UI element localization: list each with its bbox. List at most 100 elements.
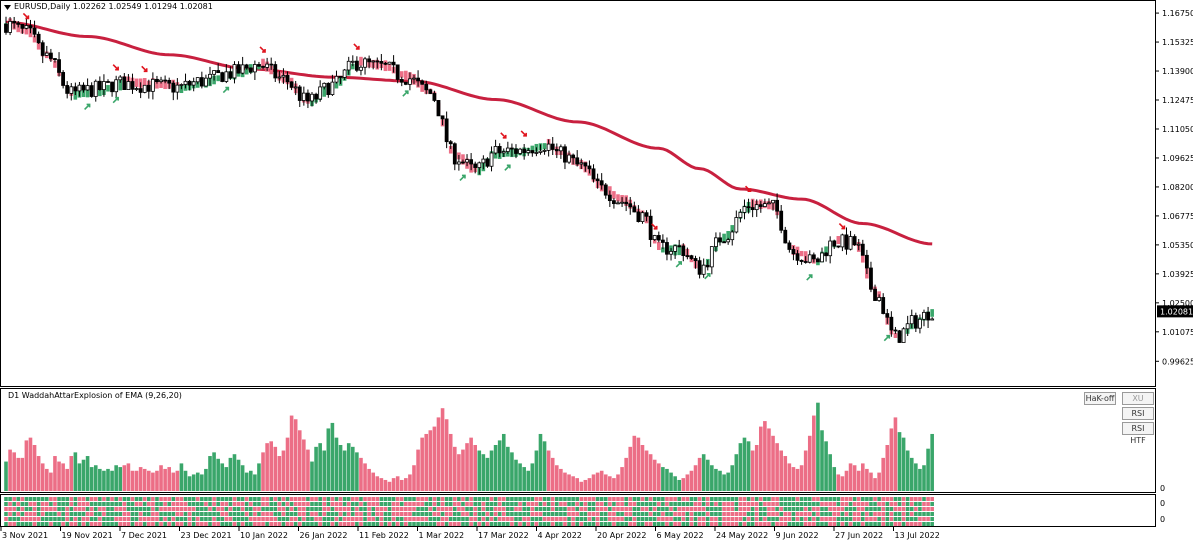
- histogram-bar: [579, 481, 584, 491]
- candle-body: [322, 82, 327, 88]
- heatmap-cell: [224, 517, 229, 521]
- heatmap-cell: [812, 502, 816, 506]
- heatmap-cell: [909, 497, 914, 501]
- heatmap-cell: [648, 497, 653, 501]
- heatmap-cell: [257, 522, 261, 526]
- heatmap-cell: [118, 502, 123, 506]
- heatmap-cell: [608, 512, 612, 516]
- heatmap-cell: [416, 502, 420, 506]
- heatmap-cell: [775, 497, 779, 501]
- heatmap-cell: [195, 512, 200, 516]
- heatmap-cell: [163, 497, 167, 501]
- chart-menu-triangle-icon[interactable]: [4, 5, 11, 10]
- heatmap-cell: [12, 517, 16, 521]
- heatmap-cell: [893, 522, 898, 526]
- heatmap-cell: [228, 517, 233, 521]
- heatmap-cell: [493, 497, 498, 501]
- heatmap-cell: [546, 517, 551, 521]
- candle-body: [306, 92, 310, 102]
- histogram-bar: [685, 474, 690, 491]
- heatmap-cell: [889, 517, 894, 521]
- heatmap-cell: [477, 517, 482, 521]
- heatmap-cell: [930, 497, 934, 501]
- heatmap-cell: [200, 512, 204, 516]
- heatmap-cell: [599, 512, 604, 516]
- heatmap-cell: [587, 512, 592, 516]
- candle-body: [126, 81, 131, 90]
- y-axis-tick-label: 1.16750: [1162, 9, 1193, 18]
- heatmap-cell: [534, 502, 539, 506]
- candle-body: [40, 42, 45, 56]
- heatmap-cell: [228, 497, 233, 501]
- heatmap-cell: [514, 502, 518, 506]
- rsi-cum-button[interactable]: RSI Cum: [1122, 407, 1154, 430]
- heatmap-cell: [375, 502, 380, 506]
- rsi-htf-button[interactable]: RSI HTF: [1122, 422, 1154, 445]
- histogram-bar: [489, 450, 494, 491]
- heatmap-cell: [746, 507, 751, 511]
- histogram-bar: [754, 445, 759, 491]
- heatmap-cell: [314, 512, 318, 516]
- heatmap-cell: [779, 502, 783, 506]
- heatmap-cell: [881, 522, 885, 526]
- heatmap-cell: [701, 507, 706, 511]
- candle-body: [367, 58, 372, 63]
- heatmap-cell: [905, 512, 910, 516]
- heatmap-cell: [351, 522, 355, 526]
- heatmap-cell: [473, 502, 477, 506]
- heatmap-cell: [24, 497, 29, 501]
- histogram-bar: [465, 443, 469, 491]
- heatmap-cell: [404, 522, 408, 526]
- heatmap-cell: [473, 512, 477, 516]
- candle-body: [420, 80, 425, 85]
- heatmap-cell: [53, 517, 57, 521]
- hak-off-button[interactable]: HaK-off: [1084, 392, 1116, 405]
- heatmap-cell: [869, 512, 873, 516]
- heatmap-cell: [759, 517, 763, 521]
- heatmap-cell: [726, 502, 730, 506]
- heatmap-cell: [187, 507, 192, 511]
- candle-body: [901, 328, 906, 343]
- heatmap-cell: [351, 497, 355, 501]
- heatmap-cell: [126, 497, 131, 501]
- heatmap-cell: [338, 522, 343, 526]
- x-axis-tick-label: 4 Apr 2022: [538, 531, 582, 540]
- heatmap-cell: [98, 502, 102, 506]
- candle-body: [538, 150, 543, 153]
- candle-body: [57, 59, 61, 73]
- candle-body: [265, 63, 270, 68]
- histogram-bar: [220, 463, 225, 491]
- trend-brick: [799, 250, 804, 257]
- heatmap-cell: [253, 517, 257, 521]
- heatmap-cell: [889, 522, 894, 526]
- candle-body: [448, 141, 453, 145]
- histogram-bar: [816, 402, 820, 491]
- histogram-bar: [457, 454, 461, 491]
- heatmap-cell: [844, 517, 849, 521]
- histogram-bar: [212, 452, 216, 491]
- heatmap-cell: [249, 522, 253, 526]
- xu-button[interactable]: XU: [1122, 392, 1154, 405]
- heatmap-cell: [338, 502, 343, 506]
- heatmap-cell: [102, 502, 106, 506]
- heatmap-cell: [399, 512, 404, 516]
- heatmap-cell: [538, 502, 543, 506]
- heatmap-cell: [848, 497, 853, 501]
- heatmap-cell: [155, 502, 159, 506]
- heatmap-cell: [461, 502, 465, 506]
- heatmap-cell: [514, 522, 518, 526]
- candle-body: [244, 64, 249, 69]
- heatmap-cell: [302, 507, 306, 511]
- heatmap-cell: [285, 502, 290, 506]
- heatmap-cell: [383, 512, 388, 516]
- heatmap-cell: [428, 517, 433, 521]
- heatmap-cell: [32, 512, 37, 516]
- candle-body: [550, 143, 555, 150]
- heatmap-cell: [914, 507, 918, 511]
- heatmap-cell: [469, 502, 473, 506]
- heatmap-cell: [408, 507, 412, 511]
- heatmap-cell: [371, 507, 375, 511]
- histogram-bar: [832, 467, 837, 491]
- heatmap-cell: [518, 502, 522, 506]
